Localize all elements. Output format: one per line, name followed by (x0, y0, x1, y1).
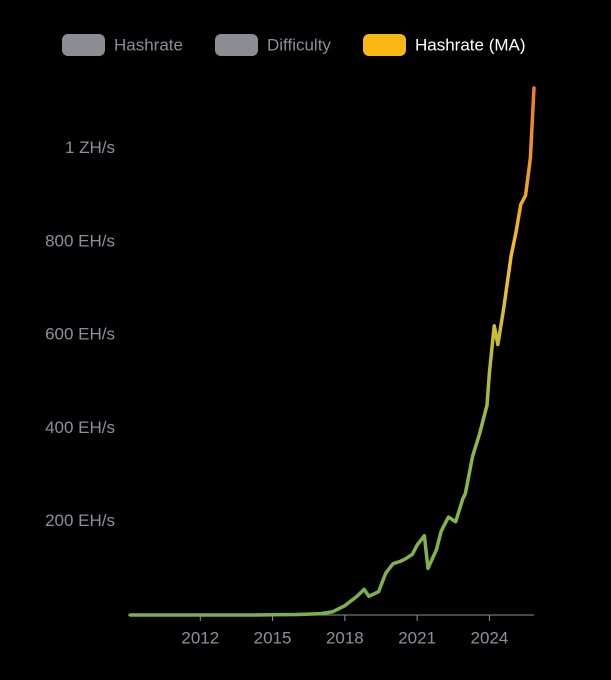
legend-label: Hashrate (MA) (415, 35, 526, 54)
legend-item[interactable]: Hashrate (MA) (363, 34, 526, 56)
x-tick-label: 2024 (471, 628, 509, 647)
x-tick-label: 2018 (326, 628, 364, 647)
legend-item[interactable]: Hashrate (62, 34, 183, 56)
y-tick-label: 1 ZH/s (65, 138, 115, 157)
y-tick-label: 200 EH/s (45, 511, 115, 530)
x-tick-label: 2021 (398, 628, 436, 647)
legend-label: Difficulty (267, 35, 331, 54)
y-tick-label: 600 EH/s (45, 325, 115, 344)
legend-label: Hashrate (114, 35, 183, 54)
legend-swatch (363, 34, 406, 56)
x-tick-label: 2015 (254, 628, 292, 647)
y-tick-label: 400 EH/s (45, 418, 115, 437)
legend-swatch (215, 34, 258, 56)
y-tick-label: 800 EH/s (45, 231, 115, 250)
legend-item[interactable]: Difficulty (215, 34, 331, 56)
legend-swatch (62, 34, 105, 56)
hashrate-line (128, 86, 536, 617)
x-tick-label: 2012 (181, 628, 219, 647)
